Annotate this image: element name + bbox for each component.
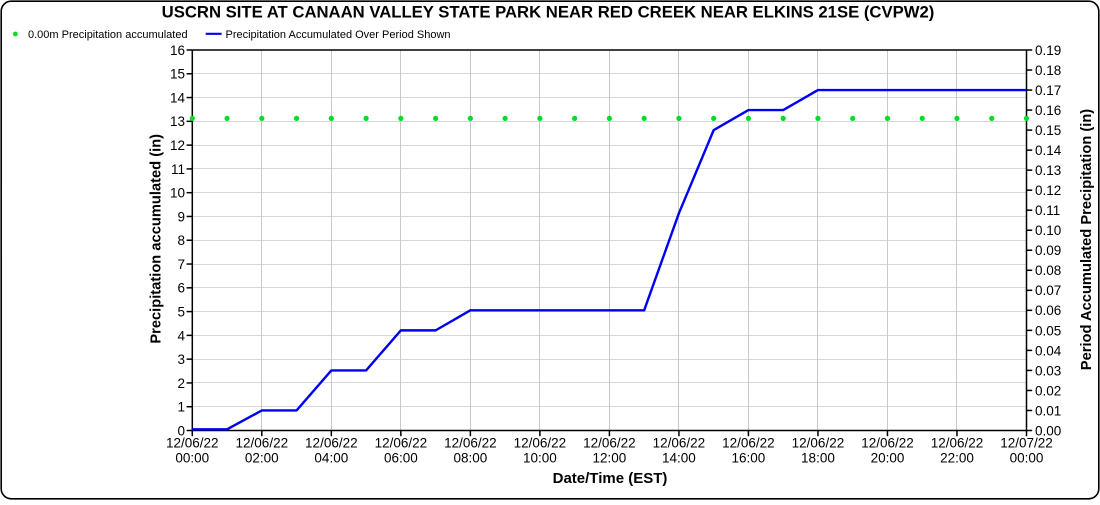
svg-text:12/06/22: 12/06/22 (931, 436, 984, 451)
svg-text:0.09: 0.09 (1035, 243, 1061, 258)
svg-text:0.16: 0.16 (1035, 103, 1061, 118)
svg-text:16:00: 16:00 (732, 451, 766, 466)
svg-text:4: 4 (177, 328, 185, 343)
svg-text:12: 12 (170, 138, 185, 153)
svg-text:12/06/22: 12/06/22 (305, 436, 358, 451)
svg-text:15: 15 (170, 67, 185, 82)
svg-text:5: 5 (177, 304, 185, 319)
svg-text:7: 7 (177, 257, 185, 272)
svg-text:Precipitation Accumulated Over: Precipitation Accumulated Over Period Sh… (226, 29, 451, 41)
svg-text:8: 8 (177, 233, 185, 248)
svg-text:14: 14 (170, 90, 186, 105)
svg-text:08:00: 08:00 (453, 451, 487, 466)
svg-text:20:00: 20:00 (871, 451, 905, 466)
svg-text:0.11: 0.11 (1035, 203, 1060, 218)
svg-text:0.02: 0.02 (1035, 383, 1061, 398)
svg-text:22:00: 22:00 (940, 451, 974, 466)
svg-text:0.00m Precipitation accumulate: 0.00m Precipitation accumulated (28, 29, 188, 41)
svg-text:12/06/22: 12/06/22 (792, 436, 845, 451)
svg-text:0.04: 0.04 (1035, 343, 1062, 358)
svg-text:12/06/22: 12/06/22 (444, 436, 497, 451)
svg-text:06:00: 06:00 (384, 451, 418, 466)
svg-text:12/06/22: 12/06/22 (653, 436, 706, 451)
svg-text:0.19: 0.19 (1035, 43, 1061, 58)
svg-text:04:00: 04:00 (314, 451, 348, 466)
svg-text:12/06/22: 12/06/22 (236, 436, 289, 451)
svg-text:12/07/22: 12/07/22 (1000, 436, 1053, 451)
svg-text:16: 16 (170, 43, 185, 58)
svg-text:6: 6 (177, 281, 185, 296)
svg-text:0.08: 0.08 (1035, 263, 1061, 278)
svg-text:14:00: 14:00 (662, 451, 696, 466)
svg-text:Period Accumulated Precipitati: Period Accumulated Precipitation (in) (1079, 109, 1095, 371)
svg-text:12/06/22: 12/06/22 (514, 436, 567, 451)
svg-text:0.03: 0.03 (1035, 363, 1061, 378)
svg-text:0.18: 0.18 (1035, 63, 1061, 78)
svg-text:0.05: 0.05 (1035, 323, 1061, 338)
svg-text:Date/Time (EST): Date/Time (EST) (553, 470, 668, 487)
svg-text:0.14: 0.14 (1035, 143, 1062, 158)
svg-text:0.17: 0.17 (1035, 83, 1061, 98)
svg-text:11: 11 (171, 162, 185, 177)
svg-text:3: 3 (177, 352, 185, 367)
svg-text:0.07: 0.07 (1035, 283, 1061, 298)
svg-text:0.01: 0.01 (1035, 403, 1061, 418)
svg-text:0: 0 (177, 423, 185, 438)
svg-text:00:00: 00:00 (1010, 451, 1044, 466)
svg-text:Precipitation accumulated (in): Precipitation accumulated (in) (149, 134, 165, 344)
svg-text:12/06/22: 12/06/22 (583, 436, 636, 451)
svg-text:1: 1 (177, 400, 185, 415)
svg-text:12/06/22: 12/06/22 (375, 436, 428, 451)
svg-text:0.00: 0.00 (1035, 423, 1061, 438)
svg-text:10:00: 10:00 (523, 451, 557, 466)
svg-text:9: 9 (177, 209, 185, 224)
svg-text:18:00: 18:00 (801, 451, 835, 466)
svg-text:10: 10 (170, 186, 185, 201)
svg-text:12/06/22: 12/06/22 (166, 436, 219, 451)
svg-text:02:00: 02:00 (245, 451, 279, 466)
svg-text:12/06/22: 12/06/22 (861, 436, 914, 451)
svg-text:12/06/22: 12/06/22 (722, 436, 775, 451)
svg-text:0.12: 0.12 (1035, 183, 1061, 198)
svg-text:0.10: 0.10 (1035, 223, 1061, 238)
svg-text:0.06: 0.06 (1035, 303, 1061, 318)
svg-text:0.13: 0.13 (1035, 163, 1061, 178)
svg-text:USCRN SITE AT CANAAN VALLEY ST: USCRN SITE AT CANAAN VALLEY STATE PARK N… (162, 2, 935, 21)
svg-text:12:00: 12:00 (593, 451, 627, 466)
svg-text:2: 2 (177, 376, 185, 391)
svg-text:13: 13 (170, 114, 185, 129)
svg-text:0.15: 0.15 (1035, 123, 1061, 138)
svg-text:00:00: 00:00 (175, 451, 209, 466)
